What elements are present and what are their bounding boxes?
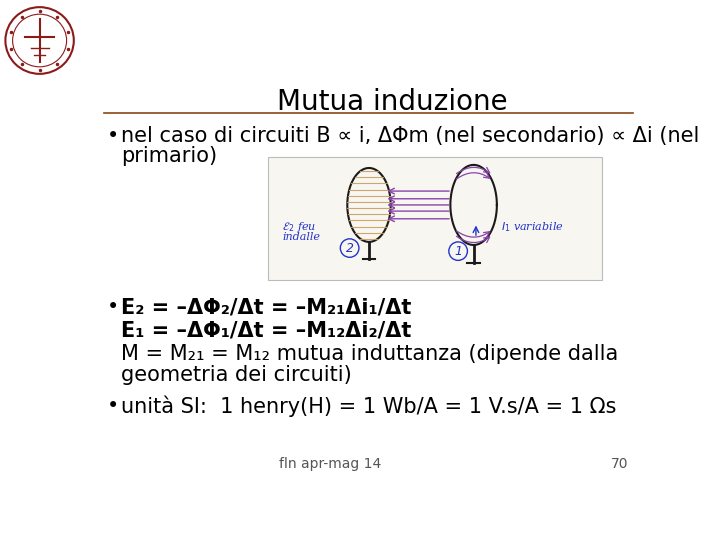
Text: Mutua induzione: Mutua induzione [277,88,508,116]
Text: geometria dei circuiti): geometria dei circuiti) [121,365,352,385]
Text: E₁ = –ΔΦ₁/Δt = –M₁₂Δi₂/Δt: E₁ = –ΔΦ₁/Δt = –M₁₂Δi₂/Δt [121,320,411,340]
Text: fln apr-mag 14: fln apr-mag 14 [279,457,382,471]
Text: indalle: indalle [282,232,320,242]
Bar [269,157,601,280]
Text: 2: 2 [346,241,354,254]
Text: 70: 70 [611,457,629,471]
Text: E₂ = –ΔΦ₂/Δt = –M₂₁Δi₁/Δt: E₂ = –ΔΦ₂/Δt = –M₂₁Δi₁/Δt [121,298,411,318]
Text: •: • [107,126,120,146]
Text: nel caso di circuiti B ∝ i, ΔΦm (nel secondario) ∝ Δi (nel: nel caso di circuiti B ∝ i, ΔΦm (nel sec… [121,126,699,146]
Text: •: • [107,298,120,318]
Text: primario): primario) [121,146,217,166]
Text: $I_1$ variabile: $I_1$ variabile [500,220,564,234]
Text: 1: 1 [454,245,462,258]
Text: •: • [107,396,120,416]
Text: $\mathcal{E}_2$ feu: $\mathcal{E}_2$ feu [282,220,316,234]
Text: M = M₂₁ = M₁₂ mutua induttanza (dipende dalla: M = M₂₁ = M₁₂ mutua induttanza (dipende … [121,343,618,363]
Text: unità SI:  1 henry(H) = 1 Wb/A = 1 V.s/A = 1 Ωs: unità SI: 1 henry(H) = 1 Wb/A = 1 V.s/A … [121,396,616,417]
